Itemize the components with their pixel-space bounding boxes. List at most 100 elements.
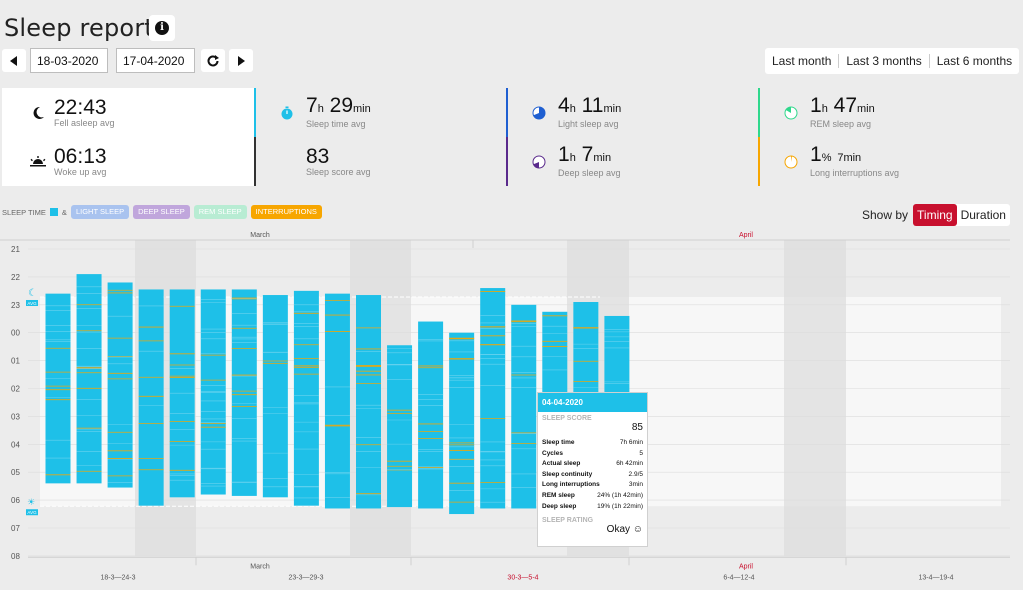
woke-up-stat: 06:13 Woke up avg [2, 137, 254, 186]
sleep-bar [45, 293, 71, 484]
rem-sleep-pie-icon [772, 106, 810, 120]
weekend-shade [784, 240, 846, 556]
interruptions-munit: min [843, 152, 862, 164]
y-tick-label: 23 [11, 301, 20, 310]
week-label: 23-3—29-3 [288, 574, 323, 581]
legend-light-sleep[interactable]: LIGHT SLEEP [70, 205, 130, 219]
tooltip-date: 04-04-2020 [538, 393, 647, 412]
rem-sleep-minutes: 47 [833, 94, 858, 117]
avg-moon-icon: ☾ [28, 288, 37, 299]
info-icon: i [155, 21, 169, 35]
y-tick-label: 04 [11, 440, 20, 449]
sleep-bar [231, 289, 257, 496]
show-by-duration[interactable]: Duration [960, 208, 1006, 222]
tooltip-row: Long interruptions 3min [542, 481, 643, 489]
deep-sleep-hunit: h [569, 152, 576, 164]
refresh-icon [207, 54, 219, 66]
tooltip-row: REM sleep 24% (1h 42min) [542, 491, 643, 499]
tooltip-row: Cycles 5 [542, 449, 643, 457]
sleep-time-hunit: h [317, 103, 324, 115]
interruptions-label: Long interruptions avg [810, 168, 900, 178]
sleep-bar [107, 282, 133, 488]
tooltip-score: 85 [631, 422, 643, 433]
sleep-score-bar [254, 137, 256, 186]
week-label: 6-4—12-4 [723, 574, 754, 581]
tooltip-row: Sleep time 7h 6min [542, 439, 643, 446]
legend-interruptions[interactable]: INTERRUPTIONS [250, 205, 322, 219]
sleep-bar [387, 345, 413, 508]
avg-tag-bg [26, 299, 38, 306]
month-label-top: April [739, 232, 753, 239]
light-sleep-bar [506, 88, 508, 137]
y-tick-label: 00 [11, 329, 20, 338]
metrics-area [254, 88, 1009, 186]
sleep-bar [480, 288, 506, 509]
show-by-control: Show by Timing Duration [862, 204, 1010, 226]
legend-rem-sleep[interactable]: REM SLEEP [193, 205, 247, 219]
stopwatch-icon [268, 106, 306, 120]
next-period-button[interactable] [229, 49, 253, 72]
week-label: 30-3—5-4 [507, 574, 538, 581]
rem-sleep-label: REM sleep avg [810, 119, 872, 129]
sleep-bar [200, 289, 226, 495]
sleep-time-hours: 7 [306, 94, 318, 117]
sleep-time-stat: 7h 29min Sleep time avg [258, 88, 508, 137]
legend-sleep-swatch [49, 208, 58, 216]
month-label-bottom: March [250, 563, 270, 570]
range-last-month[interactable]: Last month [765, 54, 840, 68]
sleep-bar [293, 290, 319, 506]
range-selector: Last month Last 3 months Last 6 months [765, 48, 1020, 74]
woke-up-label: Woke up avg [54, 166, 107, 177]
sleep-bar [511, 304, 537, 509]
page-title: Sleep report [4, 14, 154, 42]
previous-period-button[interactable] [2, 49, 26, 72]
light-sleep-pie-icon [520, 106, 558, 120]
interruptions-unit: % [821, 152, 832, 164]
light-sleep-label: Light sleep avg [558, 119, 619, 129]
moon-icon [22, 106, 54, 120]
light-sleep-hunit: h [569, 103, 576, 115]
y-tick-label: 01 [11, 357, 20, 366]
sleep-bar [324, 293, 350, 509]
stats-panel: 22:43 Fell asleep avg 06:13 Woke up avg [2, 88, 1009, 186]
month-label-top: March [250, 232, 270, 239]
rem-sleep-stat: 1h 47min REM sleep avg [762, 88, 1009, 137]
rem-sleep-munit: min [857, 103, 875, 115]
legend-deep-sleep[interactable]: DEEP SLEEP [133, 205, 190, 219]
y-tick-label: 21 [11, 245, 20, 254]
sleep-time-munit: min [353, 103, 371, 115]
avg-tag: AVG [27, 301, 37, 306]
interruptions-stat: 1% 7min Long interruptions avg [762, 137, 1009, 186]
y-tick-label: 03 [11, 412, 20, 421]
sleep-bar [418, 321, 444, 509]
show-by-timing[interactable]: Timing [913, 204, 957, 226]
rem-sleep-hunit: h [821, 103, 828, 115]
sleep-timing-chart: March April 21 22 23 00 01 02 03 04 05 06 07 08 ☾ AVG ☀ A… [0, 228, 1023, 590]
interruptions-minutes: 7 [837, 152, 844, 164]
tooltip-row: Sleep continuity 2.9/5 [542, 470, 643, 478]
tooltip-score-label: SLEEP SCORE [542, 415, 592, 422]
sleep-time-column: 7h 29min Sleep time avg 83 Sleep score a… [258, 88, 508, 186]
chart-legend: SLEEP TIME & LIGHT SLEEP DEEP SLEEP REM … [2, 205, 322, 219]
sunrise-icon [22, 155, 54, 168]
light-sleep-minutes: 11 [581, 94, 604, 117]
week-label: 18-3—24-3 [100, 574, 135, 581]
rem-column: 1h 47min REM sleep avg 1% 7min Long inte… [762, 88, 1009, 186]
date-from-input[interactable]: 18-03-2020 [30, 48, 108, 73]
fell-asleep-value: 22:43 [54, 95, 107, 119]
sleep-bar [356, 295, 381, 509]
info-button[interactable]: i [149, 15, 175, 41]
interruptions-pie-icon [772, 155, 810, 169]
sleep-time-bar [254, 88, 256, 137]
fell-asleep-stat: 22:43 Fell asleep avg [2, 88, 254, 137]
deep-sleep-munit: min [593, 152, 612, 164]
range-last-6-months[interactable]: Last 6 months [936, 54, 1013, 68]
triangle-right-icon [238, 55, 245, 66]
woke-up-value: 06:13 [54, 144, 107, 168]
range-last-3-months[interactable]: Last 3 months [839, 54, 930, 68]
sleep-time-label: Sleep time avg [306, 119, 366, 129]
refresh-button[interactable] [201, 49, 225, 72]
sleep-tooltip: 04-04-2020 SLEEP SCORE 85 Sleep time 7h 6… [537, 392, 648, 547]
date-to-input[interactable]: 17-04-2020 [116, 48, 195, 73]
interruptions-bar [758, 137, 760, 186]
